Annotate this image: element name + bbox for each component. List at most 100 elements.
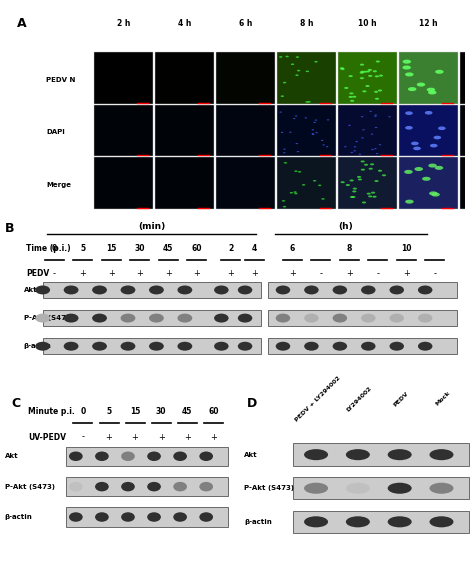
Circle shape [372, 140, 374, 141]
Ellipse shape [149, 342, 164, 351]
Circle shape [361, 76, 365, 78]
FancyBboxPatch shape [43, 338, 261, 355]
Text: Merge: Merge [46, 182, 72, 188]
Ellipse shape [95, 452, 109, 461]
Text: 6 h: 6 h [239, 19, 253, 28]
Circle shape [282, 116, 284, 117]
Circle shape [294, 194, 298, 195]
Circle shape [296, 180, 299, 181]
Circle shape [316, 194, 319, 196]
FancyBboxPatch shape [155, 52, 214, 104]
Text: Mock: Mock [435, 390, 452, 407]
Ellipse shape [121, 452, 135, 461]
Circle shape [427, 195, 436, 199]
Text: -: - [433, 269, 436, 278]
Circle shape [386, 186, 390, 188]
FancyBboxPatch shape [277, 105, 336, 156]
Circle shape [310, 77, 314, 79]
Ellipse shape [177, 342, 192, 351]
FancyBboxPatch shape [277, 157, 336, 209]
Text: -: - [319, 269, 322, 278]
Ellipse shape [173, 512, 187, 522]
Text: 10 h: 10 h [358, 19, 377, 28]
Text: +: + [184, 433, 191, 442]
Circle shape [428, 96, 437, 100]
Circle shape [375, 110, 377, 111]
Ellipse shape [346, 482, 370, 494]
Ellipse shape [35, 314, 50, 323]
Circle shape [415, 128, 422, 132]
FancyBboxPatch shape [216, 105, 275, 156]
Ellipse shape [35, 342, 50, 351]
Text: 8 h: 8 h [300, 19, 313, 28]
Circle shape [346, 71, 350, 73]
Circle shape [431, 88, 439, 93]
Ellipse shape [64, 314, 79, 323]
Circle shape [344, 194, 348, 196]
Text: +: + [289, 269, 296, 278]
Circle shape [327, 145, 330, 146]
Circle shape [417, 84, 425, 88]
Circle shape [304, 163, 307, 165]
Text: 4 h: 4 h [178, 19, 191, 28]
Text: 12 h: 12 h [419, 19, 438, 28]
Ellipse shape [304, 286, 319, 295]
Text: A: A [17, 17, 26, 30]
Text: 0: 0 [52, 244, 57, 253]
Text: -: - [376, 269, 379, 278]
Ellipse shape [238, 286, 252, 295]
Circle shape [311, 135, 314, 136]
Circle shape [308, 150, 310, 151]
Circle shape [355, 192, 359, 194]
Circle shape [359, 68, 364, 71]
Circle shape [348, 58, 353, 61]
Text: PEDV: PEDV [26, 269, 49, 278]
Circle shape [362, 133, 364, 134]
Circle shape [430, 175, 438, 179]
Text: C: C [12, 397, 21, 410]
Circle shape [305, 55, 308, 57]
Circle shape [304, 108, 307, 109]
Circle shape [350, 111, 353, 112]
Text: +: + [403, 269, 410, 278]
Text: 30: 30 [135, 244, 145, 253]
FancyBboxPatch shape [399, 105, 458, 156]
Circle shape [374, 73, 378, 75]
Circle shape [374, 88, 378, 90]
Circle shape [343, 164, 347, 167]
Circle shape [376, 63, 381, 65]
Ellipse shape [121, 512, 135, 522]
Circle shape [417, 122, 425, 126]
Ellipse shape [69, 452, 82, 461]
Circle shape [416, 121, 423, 125]
Circle shape [290, 90, 293, 92]
FancyBboxPatch shape [399, 157, 458, 209]
Circle shape [353, 93, 357, 95]
FancyBboxPatch shape [43, 310, 261, 327]
Circle shape [426, 72, 435, 76]
Circle shape [382, 95, 386, 98]
Text: Akt: Akt [244, 452, 258, 458]
Text: +: + [228, 269, 234, 278]
Text: PEDV N: PEDV N [46, 77, 76, 83]
Circle shape [325, 67, 328, 68]
Ellipse shape [147, 512, 161, 522]
Ellipse shape [173, 452, 187, 461]
Circle shape [372, 132, 374, 133]
Circle shape [313, 151, 315, 152]
Ellipse shape [64, 286, 79, 295]
Circle shape [355, 167, 359, 169]
Text: 15: 15 [130, 407, 140, 416]
Text: 5: 5 [81, 244, 85, 253]
Text: 30: 30 [156, 407, 166, 416]
Circle shape [379, 67, 383, 68]
Circle shape [283, 171, 286, 172]
Ellipse shape [429, 482, 454, 494]
Ellipse shape [177, 286, 192, 295]
FancyBboxPatch shape [338, 52, 397, 104]
Circle shape [379, 76, 383, 77]
Ellipse shape [149, 314, 164, 323]
Circle shape [436, 149, 444, 153]
Ellipse shape [69, 512, 82, 522]
FancyBboxPatch shape [66, 507, 228, 527]
